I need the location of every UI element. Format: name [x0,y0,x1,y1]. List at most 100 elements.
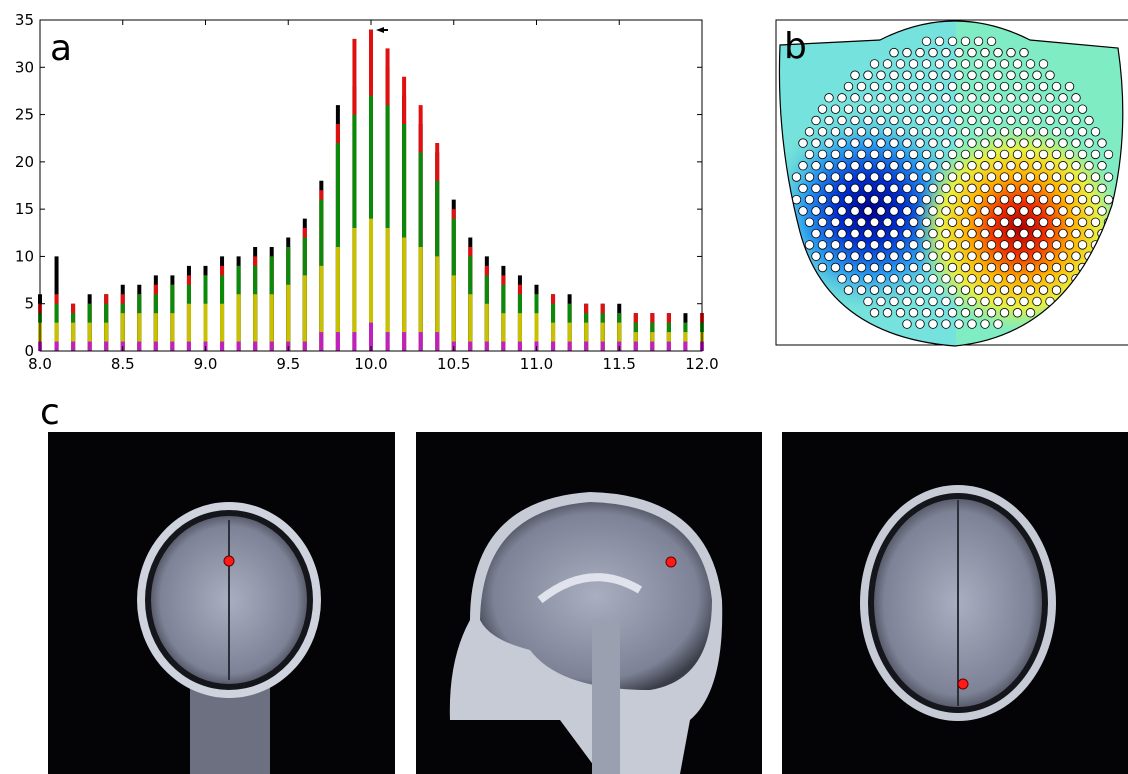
electrode [922,150,931,159]
electrode [844,150,853,159]
electrode [1033,229,1042,238]
electrode [974,37,983,46]
y-tick-label: 30 [15,58,34,76]
electrode [1020,207,1029,216]
electrode [818,241,827,250]
electrode [831,173,840,182]
electrode [955,297,964,306]
electrode [1072,207,1081,216]
electrode [1039,241,1048,250]
electrode [1013,150,1022,159]
electrode [857,105,866,114]
electrode [981,116,990,125]
electrode [864,161,873,170]
electrode [994,320,1003,329]
electrode [903,48,912,57]
electrode [935,127,944,136]
peak-arrow [376,27,388,33]
electrode [929,207,938,216]
electrode [805,195,814,204]
electrode [838,229,847,238]
electrode [1000,127,1009,136]
electrode [942,94,951,103]
electrode [987,150,996,159]
electrode [877,297,886,306]
electrode [857,218,866,227]
electrode [1072,116,1081,125]
electrode [909,218,918,227]
electrode [831,195,840,204]
electrode [1013,263,1022,272]
x-tick-label: 10.0 [354,355,387,373]
electrode [1046,161,1055,170]
electrode [987,195,996,204]
electrode [851,207,860,216]
electrode [1059,94,1068,103]
electrode [896,127,905,136]
electrode [935,150,944,159]
electrode [1033,184,1042,193]
electrode [974,263,983,272]
electrode [981,48,990,57]
electrode [922,173,931,182]
electrode [870,241,879,250]
electrode [935,60,944,69]
electrode [870,286,879,295]
electrode [994,71,1003,80]
electrode [903,161,912,170]
electrode [929,229,938,238]
electrode [955,48,964,57]
electrode [994,48,1003,57]
x-tick-label: 11.0 [520,355,553,373]
electrode [1000,263,1009,272]
electrode [974,173,983,182]
electrode [1065,105,1074,114]
electrode [948,60,957,69]
electrode [948,173,957,182]
electrode [955,116,964,125]
electrode [1039,60,1048,69]
electrode [942,320,951,329]
electrode [961,308,970,317]
electrode [922,195,931,204]
electrode [961,37,970,46]
mri-axial [782,432,1128,774]
y-tick-label: 25 [15,106,34,124]
electrode [916,94,925,103]
electrode [1085,207,1094,216]
electrode [909,286,918,295]
electrode [961,82,970,91]
electrode [890,207,899,216]
electrode [1033,139,1042,148]
electrode [987,218,996,227]
electrode [825,94,834,103]
electrode [1026,82,1035,91]
electrode [1007,275,1016,284]
electrode [987,127,996,136]
electrode [1007,139,1016,148]
electrode [844,127,853,136]
electrode [922,241,931,250]
electrode [1000,60,1009,69]
electrode [1065,82,1074,91]
electrode [1007,161,1016,170]
electrode [825,139,834,148]
electrode [981,139,990,148]
electrode [929,297,938,306]
electrode [890,229,899,238]
electrode [916,184,925,193]
electrode [1098,161,1107,170]
electrode [961,60,970,69]
electrode [805,218,814,227]
x-tick-label: 8.0 [28,355,52,373]
electrode [1039,173,1048,182]
electrode [1007,94,1016,103]
electrode [1098,139,1107,148]
electrode [994,297,1003,306]
electrode [818,263,827,272]
electrode [922,263,931,272]
electrode [844,241,853,250]
electrode [909,173,918,182]
electrode [1020,161,1029,170]
electrode [903,184,912,193]
